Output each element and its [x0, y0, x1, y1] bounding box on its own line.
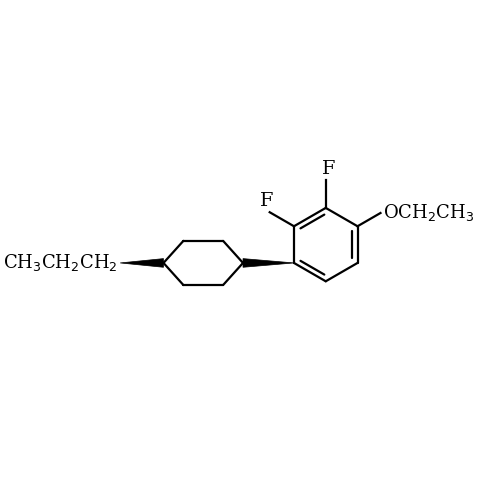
Text: F: F [321, 160, 335, 178]
Text: OCH$_2$CH$_3$: OCH$_2$CH$_3$ [383, 203, 474, 224]
Text: F: F [261, 192, 274, 210]
Polygon shape [243, 259, 294, 267]
Polygon shape [120, 259, 163, 267]
Text: CH$_3$CH$_2$CH$_2$: CH$_3$CH$_2$CH$_2$ [3, 252, 118, 274]
